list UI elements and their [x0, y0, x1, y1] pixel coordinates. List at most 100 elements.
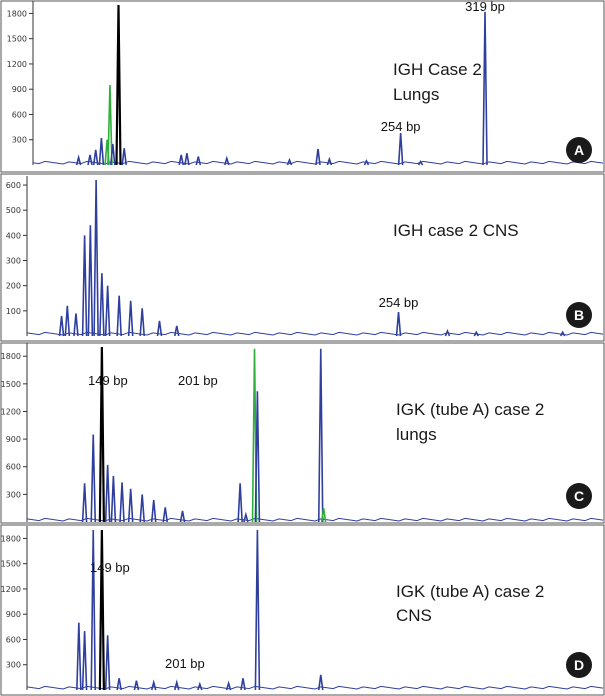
- panel-b-peak: [93, 179, 99, 337]
- panel-a-peak: [363, 158, 370, 166]
- panel-b-peak: [559, 330, 566, 337]
- panel-b-peak: [473, 330, 479, 337]
- panel-c-baseline: [26, 517, 604, 522]
- panel-d-ytick-label: 600: [6, 635, 21, 644]
- panel-b-title-line-1: IGH case 2 CNS: [393, 221, 519, 240]
- panel-c-peak: [254, 391, 261, 523]
- panel-d-title-line-1: IGK (tube A) case 2: [396, 582, 544, 601]
- panel-c-peak: [179, 510, 186, 523]
- panel-a-peak-label: 319 bp: [465, 0, 505, 14]
- panel-d-peak-labels: 149 bp 201 bp: [90, 560, 205, 671]
- panel-c-peak: [104, 464, 111, 523]
- panel-c-title-line-1: IGK (tube A) case 2: [396, 400, 544, 419]
- panel-d-title-line-2: CNS: [396, 606, 432, 625]
- panel-b-ytick-label: 400: [6, 231, 21, 240]
- panel-d-peak: [98, 529, 105, 691]
- panel-a-peak: [110, 143, 116, 166]
- panel-d-peak: [197, 681, 203, 691]
- panel-d-baseline: [26, 685, 604, 690]
- panel-d-peak: [317, 674, 324, 691]
- panel-d-peak-label: 201 bp: [165, 656, 205, 671]
- panel-c-ytick-label: 600: [6, 463, 21, 472]
- panel-d-peak-label: 149 bp: [90, 560, 130, 575]
- panel-c-peak: [317, 348, 324, 523]
- panel-d-ytick-label: 1800: [1, 534, 21, 543]
- panel-d-peak: [90, 529, 97, 691]
- panel-c-ytick-label: 300: [6, 490, 21, 499]
- panel-a-ytick-label: 900: [12, 85, 27, 94]
- panel-a-peak-label: 254 bp: [381, 119, 421, 134]
- panel-b-peak: [139, 308, 145, 337]
- panel-d-peak: [225, 680, 232, 691]
- panel-b-peak: [173, 325, 180, 337]
- panel-a-peak: [98, 138, 105, 166]
- panel-d-peak: [76, 622, 82, 691]
- panel-a-baseline: [32, 160, 604, 165]
- panel-c-title-line-2: lungs: [396, 425, 437, 444]
- panel-c-ytick-label: 900: [6, 435, 21, 444]
- panel-a-peak: [315, 148, 321, 166]
- panel-a-peak: [482, 11, 488, 166]
- panel-c: 300 600 900 1200 1500 1800 149 bp 201 bp IGK (…: [0, 342, 605, 524]
- panel-a-title-line-2: Lungs: [393, 85, 439, 104]
- panel-b-peak-label: 254 bp: [379, 295, 419, 310]
- panel-a-peak: [178, 154, 184, 166]
- panel-d-ytick-label: 1200: [1, 585, 21, 594]
- panel-d-ytick-label: 900: [6, 610, 21, 619]
- panel-b-peak: [73, 313, 79, 337]
- panel-c-peak: [162, 507, 169, 523]
- panel-a-peak: [75, 154, 82, 166]
- panel-a-ytick-label: 1200: [7, 60, 27, 69]
- panel-a-y-axis: 300 600 900 1200 1500 1800: [7, 1, 34, 165]
- panel-a-title-line-1: IGH Case 2: [393, 60, 482, 79]
- panel-c-peak: [110, 475, 117, 523]
- panel-b-badge: [566, 302, 592, 328]
- panel-a-badge-letter: A: [574, 142, 584, 158]
- panel-c-peak: [320, 508, 327, 523]
- panel-b-y-axis: 100 200 300 400 500 600: [6, 176, 28, 336]
- panel-c-peak-label: 149 bp: [88, 373, 128, 388]
- panel-b-peak: [99, 273, 105, 337]
- panel-b-peak: [87, 225, 94, 337]
- panel-a-peak: [87, 154, 93, 166]
- panel-d: 300 600 900 1200 1500 1800 149 bp 201 bp IGK (…: [0, 524, 605, 696]
- panel-a: 300 600 900 1200 1500 1800 254 bp 319 bp IGH C…: [0, 0, 605, 173]
- panel-b-peak: [58, 315, 65, 337]
- panel-d-ytick-label: 1500: [1, 560, 21, 569]
- panel-b: 100 200 300 400 500 600 254 bp IGH case 2 CNS…: [0, 173, 605, 342]
- panel-d-peak: [254, 529, 261, 691]
- panel-d-frame: [0, 524, 605, 696]
- panel-c-peak-labels: 149 bp 201 bp: [88, 373, 218, 388]
- panel-c-peak: [237, 483, 243, 523]
- panel-d-ytick-label: 300: [6, 661, 21, 670]
- panel-b-peak: [104, 285, 111, 337]
- panel-c-peak: [150, 499, 157, 523]
- panel-c-peak: [119, 482, 125, 523]
- panel-a-peak-labels: 254 bp 319 bp: [381, 0, 505, 134]
- panel-a-ytick-label: 300: [12, 136, 27, 145]
- panel-a-peak: [107, 84, 113, 166]
- panel-c-ytick-label: 1500: [1, 380, 21, 389]
- panel-a-ytick-label: 1500: [7, 35, 27, 44]
- panel-c-peak: [81, 483, 88, 523]
- panel-a-peak: [224, 155, 230, 166]
- panel-a-badge: [566, 137, 592, 163]
- panel-c-peak: [243, 511, 249, 523]
- panel-d-peak: [240, 678, 246, 691]
- panel-b-ytick-label: 500: [6, 206, 21, 215]
- panel-a-ytick-label: 600: [12, 110, 27, 119]
- panel-d-peak: [150, 679, 157, 691]
- panel-d-trace: [26, 529, 604, 691]
- panel-a-peak: [286, 157, 293, 166]
- panel-b-frame: [0, 173, 605, 342]
- panel-d-peak: [104, 635, 111, 691]
- panel-b-trace: [26, 179, 604, 337]
- panel-b-peak: [116, 295, 122, 337]
- panel-d-badge: [566, 652, 592, 678]
- panel-b-peak: [156, 320, 163, 337]
- panel-a-frame: [0, 0, 605, 173]
- panel-b-peak: [64, 305, 71, 337]
- panel-a-peak: [92, 149, 99, 166]
- panel-a-ytick-label: 1800: [7, 9, 27, 18]
